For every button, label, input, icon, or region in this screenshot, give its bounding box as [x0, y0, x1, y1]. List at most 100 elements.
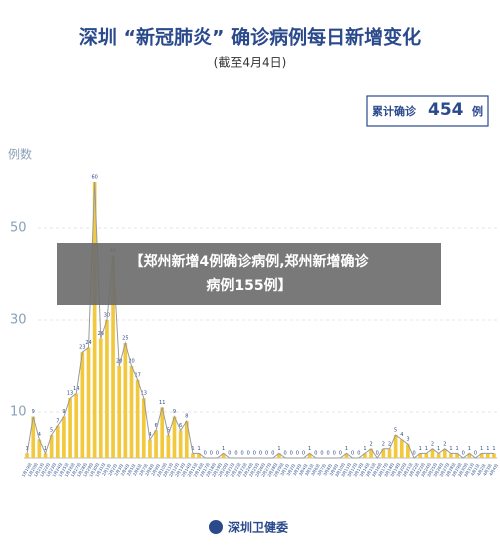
total-unit: 例 [472, 104, 483, 118]
value-label: 13 [67, 391, 73, 397]
bar [117, 366, 122, 458]
x-tick-label: 2月6日 [132, 463, 143, 477]
overlay-text: 病例155例】 [206, 277, 291, 294]
value-label: 0 [320, 451, 323, 457]
trend-line [26, 181, 494, 459]
value-label: 1 [222, 446, 225, 452]
value-label: 1 [480, 446, 483, 452]
x-tick-label: 3月1日 [279, 463, 290, 477]
bar [129, 366, 134, 458]
value-label: 13 [141, 391, 147, 397]
bar [37, 439, 42, 458]
bar [86, 347, 91, 458]
bar [485, 453, 490, 458]
value-label: 11 [159, 400, 165, 406]
value-label: 2 [369, 441, 372, 447]
value-label: 1 [44, 446, 47, 452]
bar [74, 393, 79, 458]
footer-logo [209, 520, 223, 534]
bar [43, 453, 48, 458]
value-label: 0 [376, 451, 379, 457]
x-tick-label: 3月9日 [328, 463, 339, 477]
bar [381, 448, 386, 458]
bar [68, 398, 72, 458]
x-tick-label: 2月8日 [144, 463, 155, 477]
subtitle: (截至4月4日) [214, 56, 287, 70]
total-value: 454 [428, 100, 464, 120]
value-label: 1 [363, 446, 366, 452]
value-label: 20 [128, 359, 134, 365]
bar [148, 439, 152, 458]
value-label: 5 [167, 428, 170, 434]
footer: 深圳卫健委 [228, 520, 289, 535]
bar [277, 453, 281, 458]
bar [141, 398, 146, 458]
value-label: 1 [25, 446, 28, 452]
value-label: 4 [148, 432, 151, 438]
x-tick-label: 3月3日 [291, 463, 302, 477]
value-label: 0 [339, 451, 342, 457]
value-label: 1 [277, 446, 280, 452]
x-tick-label: 3月5日 [304, 463, 315, 477]
value-label: 4 [400, 432, 403, 438]
x-tick-label: 2月1日 [101, 463, 112, 477]
bar [467, 453, 472, 458]
bar [418, 453, 423, 458]
bar [430, 448, 435, 458]
bar [449, 453, 453, 458]
value-label: 5 [394, 428, 397, 434]
bar [436, 453, 441, 458]
x-tick-label: 3月4日 [298, 463, 309, 477]
value-label: 0 [265, 451, 268, 457]
value-label: 6 [179, 423, 182, 429]
bar [105, 320, 109, 458]
bar [172, 416, 177, 458]
value-label: 4 [38, 432, 41, 438]
value-label: 1 [197, 446, 200, 452]
value-label: 1 [455, 446, 458, 452]
value-label: 1 [419, 446, 422, 452]
bar [369, 448, 373, 458]
bar [424, 453, 429, 458]
x-tick-label: 3月7日 [316, 463, 327, 477]
chart-title: 深圳 “新冠肺炎” 确诊病例每日新增变化 [79, 26, 421, 49]
value-label: 8 [185, 414, 188, 420]
value-label: 1 [486, 446, 489, 452]
bar [160, 407, 165, 458]
bar [363, 453, 367, 458]
value-label: 2 [388, 441, 391, 447]
bar [166, 435, 171, 458]
value-label: 0 [283, 451, 286, 457]
value-label: 1 [492, 446, 495, 452]
x-tick-label: 2月9日 [150, 463, 161, 477]
value-label: 1 [345, 446, 348, 452]
total-box [366, 95, 489, 127]
bar [307, 453, 312, 458]
value-label: 9 [173, 409, 176, 415]
bar [479, 453, 484, 458]
bar [197, 453, 201, 458]
value-label: 0 [326, 451, 329, 457]
value-label: 1 [468, 446, 471, 452]
bar [154, 430, 158, 458]
value-label: 0 [302, 451, 305, 457]
value-label: 0 [462, 451, 465, 457]
value-label: 1 [437, 446, 440, 452]
value-label: 60 [91, 175, 97, 181]
value-label: 0 [234, 451, 237, 457]
value-label: 0 [228, 451, 231, 457]
bar [184, 421, 189, 458]
bar [80, 352, 85, 458]
bar [455, 453, 459, 458]
overlay-box [57, 243, 441, 305]
bar [111, 255, 115, 458]
x-tick-label: 4月2日 [476, 463, 487, 477]
x-tick-label: 2月5日 [126, 463, 137, 477]
value-label: 0 [351, 451, 354, 457]
bar [221, 453, 226, 458]
value-label: 3 [406, 437, 409, 443]
value-label: 0 [474, 451, 477, 457]
value-label: 0 [271, 451, 274, 457]
